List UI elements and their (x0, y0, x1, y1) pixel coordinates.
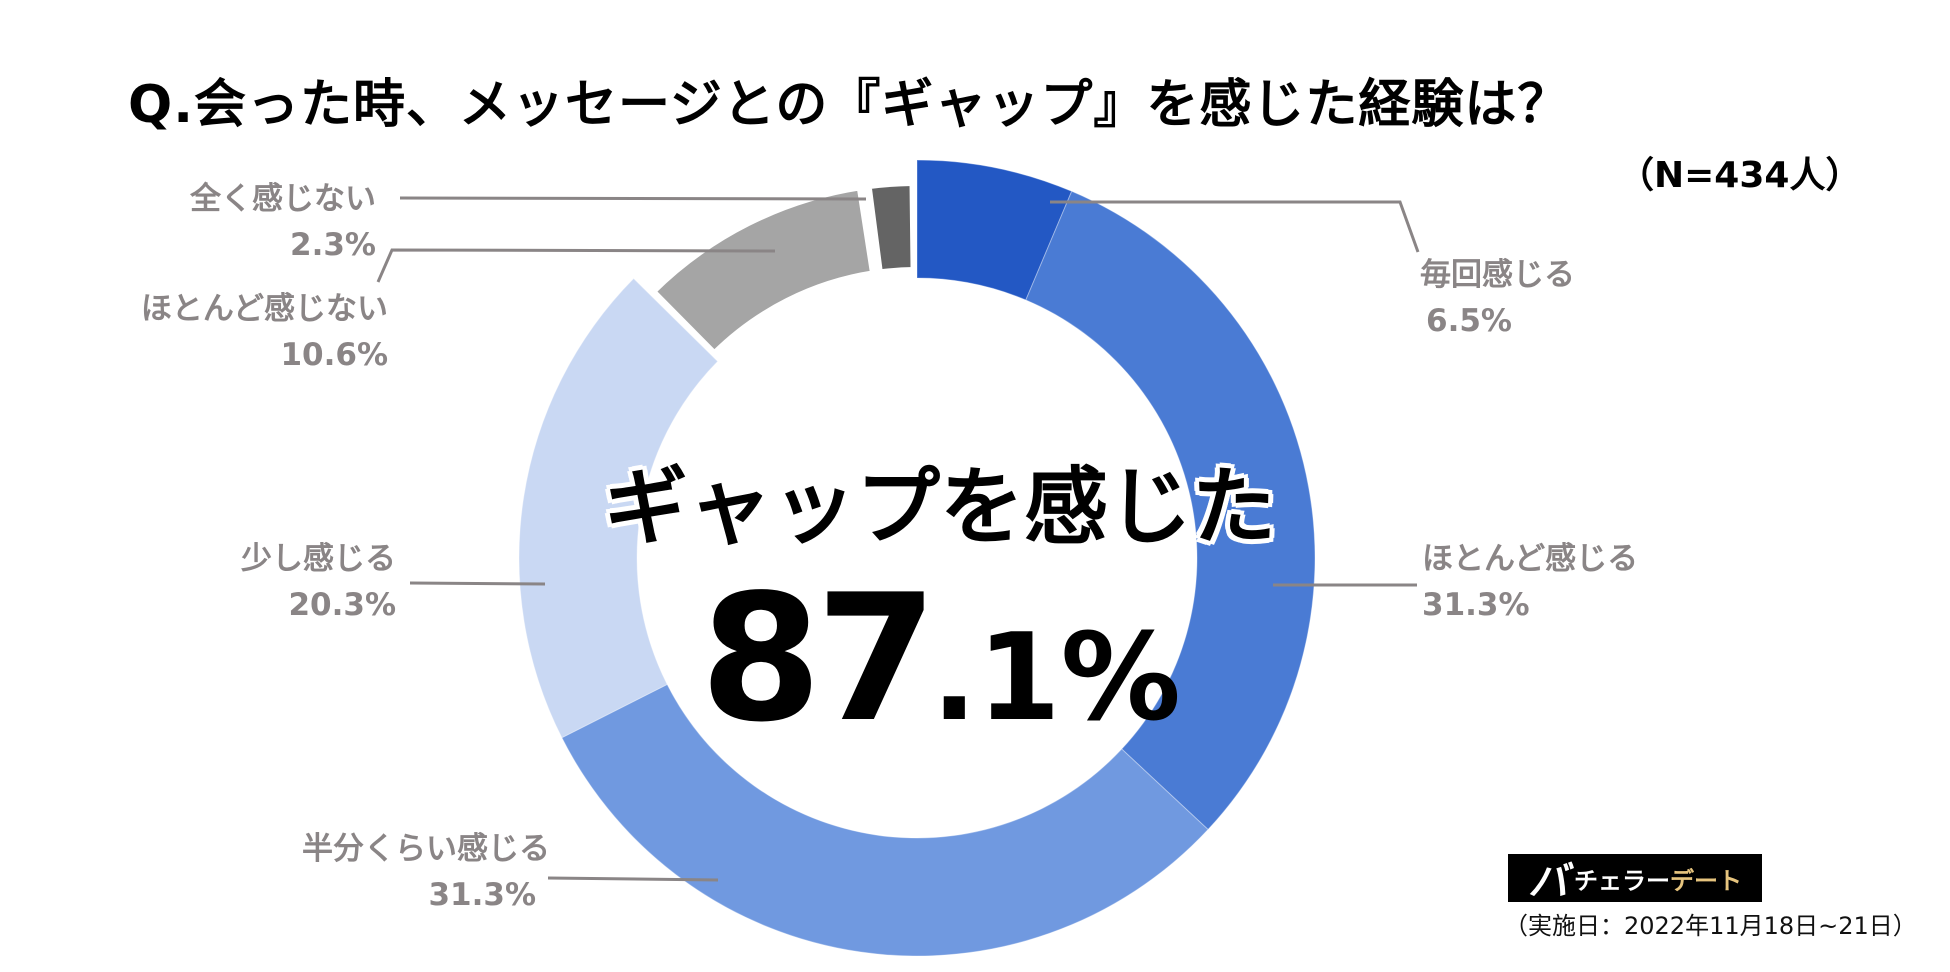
label-name: ほとんど感じない (140, 291, 388, 327)
label-pct: 6.5% (1426, 303, 1512, 339)
brand-part2: チェラー (1574, 866, 1670, 895)
donut-slice-hanbun (561, 683, 1209, 957)
brand-part1: バ (1528, 859, 1568, 905)
label-name: 少し感じる (241, 541, 396, 577)
leader-line-maikai (1050, 200, 1420, 253)
donut-slice-hotondo (1025, 190, 1316, 831)
center-value-dec: .1% (931, 609, 1181, 748)
label-name: 毎回感じる (1420, 257, 1575, 293)
label-name: 半分くらい感じる (302, 831, 550, 867)
leader-line-mattaku (399, 196, 867, 201)
label-mattaku: 全く感じない 2.3% (0, 176, 376, 268)
label-pct: 31.3% (428, 877, 536, 913)
label-pct: 31.3% (1422, 587, 1530, 623)
leader-line-sukoshi (409, 581, 546, 586)
label-sukoshi: 少し感じる 20.3% (0, 536, 396, 628)
leader-line-hotondo_nai (376, 248, 776, 283)
leader-line-hanbun (547, 876, 719, 882)
brand-logo: バ チェラー デート (1508, 854, 1762, 905)
chart-title: Q.会った時、メッセージとの『ギャップ』を感じた経験は？ (128, 75, 1571, 135)
center-value: 87.1% (700, 572, 1181, 799)
label-maikai: 毎回感じる 6.5% (1420, 252, 1575, 344)
sample-size: （N=434人） (1618, 155, 1862, 196)
donut-slice-maikai (916, 159, 1073, 301)
label-hanbun: 半分くらい感じる 31.3% (150, 826, 550, 918)
label-pct: 2.3% (290, 227, 376, 263)
label-pct: 10.6% (280, 337, 388, 373)
donut-slice-sukoshi (518, 277, 719, 739)
label-pct: 20.3% (288, 587, 396, 623)
brand-part3: デート (1670, 866, 1742, 895)
label-name: 全く感じない (190, 181, 376, 217)
label-name: ほとんど感じる (1422, 541, 1639, 577)
center-value-int: 87 (700, 558, 938, 761)
donut-slice-mattaku (865, 179, 917, 276)
center-heading: ギャップを感じた (603, 458, 1276, 556)
donut-slice-hotondo_nai (648, 183, 877, 358)
label-hotondo-nai: ほとんど感じない 10.6% (0, 286, 388, 378)
label-hotondo: ほとんど感じる 31.3% (1422, 536, 1638, 628)
survey-date: （実施日：2022年11月18日~21日） (1504, 912, 1917, 940)
